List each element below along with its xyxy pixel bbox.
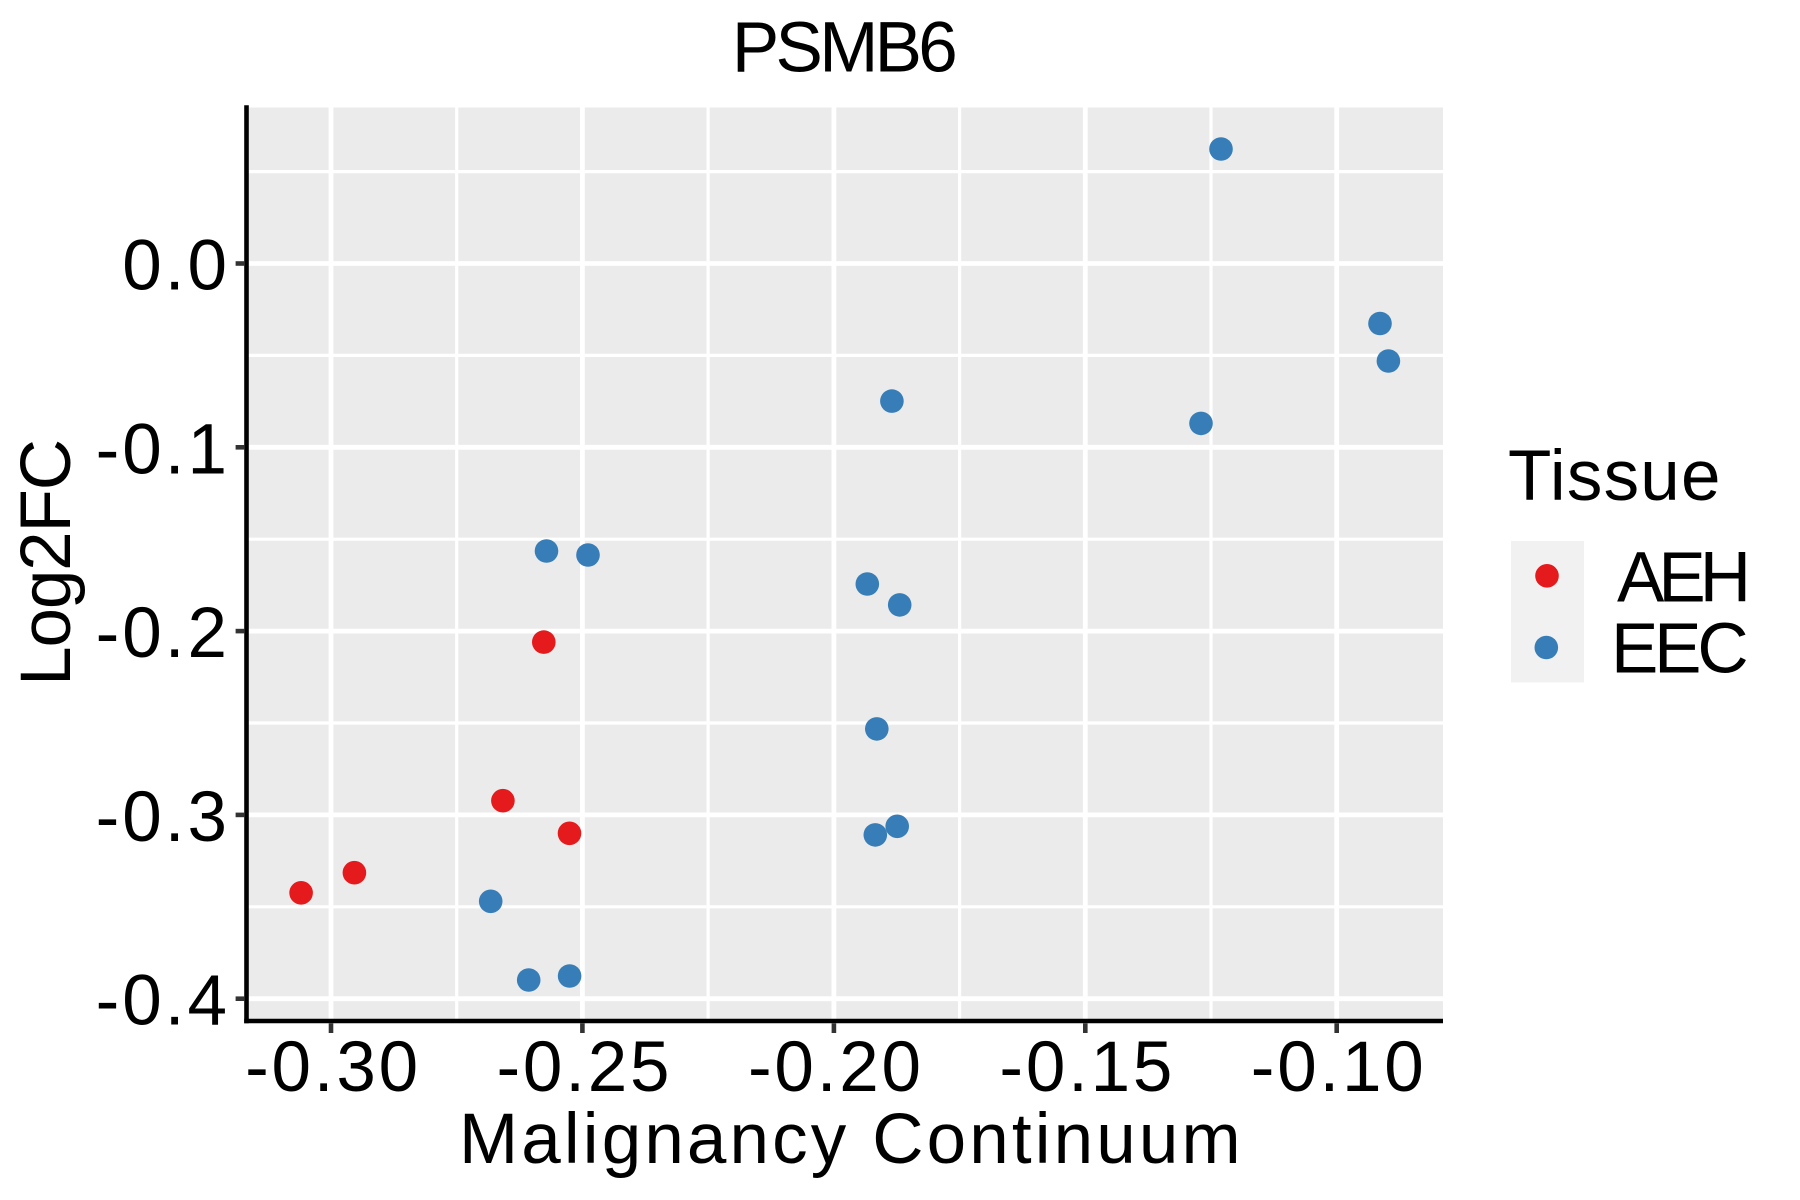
svg-text:AEH: AEH [1617,538,1746,617]
svg-text:Log2FC: Log2FC [7,440,86,686]
svg-text:0.0: 0.0 [122,227,230,306]
svg-text:Tissue: Tissue [1508,437,1722,516]
svg-text:PSMB6: PSMB6 [732,9,955,88]
svg-text:-0.15: -0.15 [999,1028,1175,1107]
svg-text:-0.30: -0.30 [245,1028,421,1107]
svg-text:EEC: EEC [1611,610,1746,689]
svg-text:-0.4: -0.4 [96,962,230,1041]
svg-text:-0.1: -0.1 [96,410,230,489]
svg-text:-0.2: -0.2 [96,594,230,673]
svg-text:Malignancy Continuum: Malignancy Continuum [459,1100,1244,1179]
svg-text:-0.3: -0.3 [96,778,230,857]
svg-text:-0.25: -0.25 [496,1028,672,1107]
svg-text:-0.10: -0.10 [1251,1028,1427,1107]
svg-text:-0.20: -0.20 [748,1028,924,1107]
